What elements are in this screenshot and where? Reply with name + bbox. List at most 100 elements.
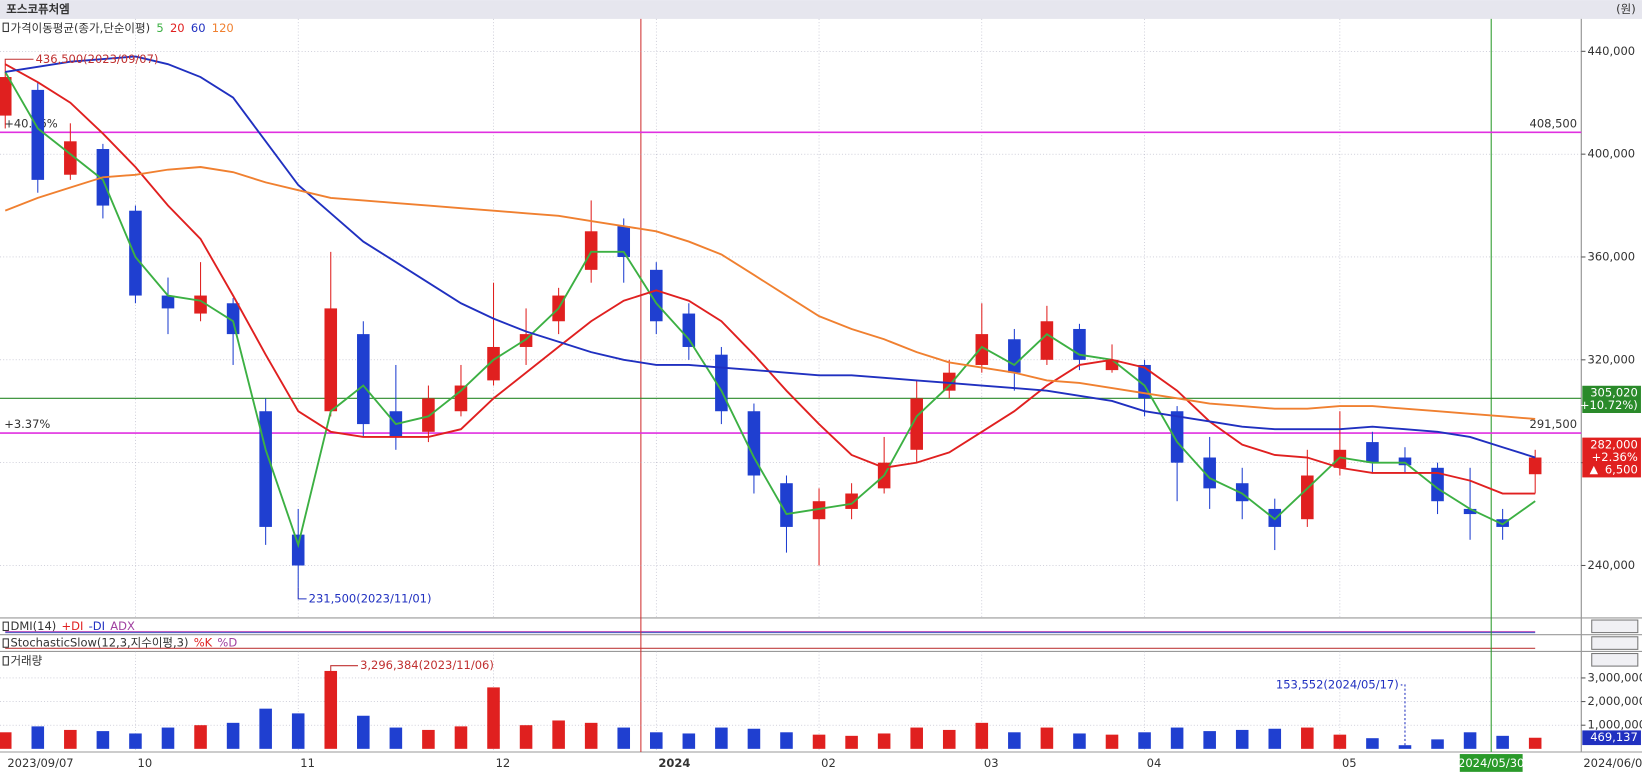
volume-dash [1400, 684, 1406, 746]
price-line-label: 291,500 [1530, 417, 1578, 431]
candle-body [617, 226, 631, 257]
volume-bar [357, 715, 370, 749]
candle-body [1040, 321, 1054, 360]
volume-last-box [1582, 730, 1641, 746]
candle-body [0, 77, 12, 116]
candle-body [845, 493, 858, 509]
high-annotation: 436,500(2023/09/07) [36, 52, 159, 66]
panel-icon [2, 656, 9, 666]
volume-bar [64, 729, 77, 749]
volume-bar [487, 687, 500, 749]
candle-body [324, 308, 338, 412]
candle-body [64, 141, 77, 175]
candle-body [1366, 442, 1379, 463]
volume-arrow [330, 665, 358, 671]
x-tick-label: 10 [138, 756, 153, 770]
moving-average [5, 55, 1536, 459]
candle-body [1463, 508, 1477, 515]
candle-body [1398, 457, 1412, 466]
up-triangle [1589, 465, 1599, 475]
candle-body [1528, 457, 1542, 475]
last-price-label: +2.36% [1592, 450, 1638, 464]
panel-button[interactable] [1591, 653, 1639, 667]
volume-bar [1008, 732, 1021, 749]
volume-bar [259, 708, 272, 749]
panel-buttons [1591, 619, 1639, 667]
volume-bar [1268, 728, 1282, 749]
x-tick-label: 04 [1147, 756, 1162, 770]
volume-bar [291, 713, 305, 749]
volume-tick-label: 3,000,000 [1588, 670, 1642, 684]
volume-bar [910, 727, 923, 749]
volume-bar [1138, 732, 1151, 749]
stochastic-legend: %D [217, 636, 237, 650]
volume-label: 거래량 [10, 653, 42, 667]
x-tick-label: 12 [496, 756, 511, 770]
volume-last-label: 469,137 [1590, 730, 1638, 744]
ma-legend-label: 가격이동평균(종가,단순이평) [10, 21, 150, 35]
last-price-label: 6,500 [1605, 463, 1638, 477]
x-tick-label: 02 [821, 756, 836, 770]
stock-name: 포스코퓨처엠 [6, 2, 69, 16]
volume-bar [194, 725, 207, 749]
moving-average [4, 166, 1536, 420]
panel-icon [2, 638, 9, 648]
price-line-label: 408,500 [1530, 116, 1578, 130]
candle-body [1170, 411, 1184, 463]
ma-legend-item: 120 [212, 21, 234, 35]
dmi-legend: ADX [110, 619, 135, 633]
x-tick-label: 2023/09/07 [7, 756, 73, 770]
x-tick-label: 03 [984, 756, 999, 770]
volume-bar [1105, 734, 1119, 749]
candle-body [291, 534, 305, 566]
volume-bar [1040, 727, 1054, 749]
volume-bar [226, 722, 240, 749]
low-arrow [297, 587, 307, 600]
x-tick-label: 2024 [658, 756, 690, 770]
candle-body [1008, 339, 1021, 373]
candle-body [942, 372, 956, 391]
volume-bar [617, 727, 631, 749]
x-tick-label: 05 [1342, 756, 1357, 770]
volume-bar [812, 734, 826, 749]
price-box [1582, 385, 1641, 413]
volume-bar [1496, 735, 1509, 749]
volume-bar [845, 735, 858, 749]
y-tick-label: 440,000 [1588, 44, 1636, 58]
candle-body [422, 398, 435, 432]
volume-bar [1073, 733, 1086, 749]
volume-bar [1398, 745, 1412, 749]
volume-bar [422, 729, 435, 749]
volume-bar [584, 722, 598, 749]
cursor-date: 2024/05/30 [1458, 756, 1524, 770]
volume-bar [747, 728, 761, 749]
panel-icon [2, 621, 9, 632]
dmi-legend: -DI [89, 619, 105, 633]
volume-bar [552, 720, 565, 749]
volume-bar [715, 727, 728, 749]
ma-legend-item: 20 [170, 21, 185, 35]
volume-tick-label: 1,000,000 [1588, 718, 1642, 732]
dmi-label: DMI(14) [10, 619, 56, 633]
title-bar [0, 0, 1642, 19]
x-tick-label: 11 [300, 756, 315, 770]
y-tick-label: 240,000 [1588, 558, 1636, 572]
panel-button[interactable] [1591, 636, 1639, 650]
volume-bar [1333, 734, 1347, 749]
dmi-legend: +DI [61, 619, 83, 633]
panel-button[interactable] [1591, 619, 1639, 634]
stochastic-legend: %K [194, 636, 213, 650]
volume-bar [31, 726, 45, 749]
candle-body [1301, 475, 1314, 520]
volume-tick-label: 2,000,000 [1588, 694, 1642, 708]
moving-average [4, 71, 1536, 549]
candle-body [747, 411, 761, 476]
volume-bar [780, 732, 793, 749]
candle-body [454, 385, 468, 412]
y-tick-label: 360,000 [1588, 249, 1636, 263]
volume-bar [0, 732, 12, 749]
y-tick-label: 400,000 [1588, 147, 1636, 161]
volume-bar [324, 670, 338, 749]
candle-body [975, 334, 989, 365]
price-box-label: (+10.72%) [1575, 398, 1637, 412]
